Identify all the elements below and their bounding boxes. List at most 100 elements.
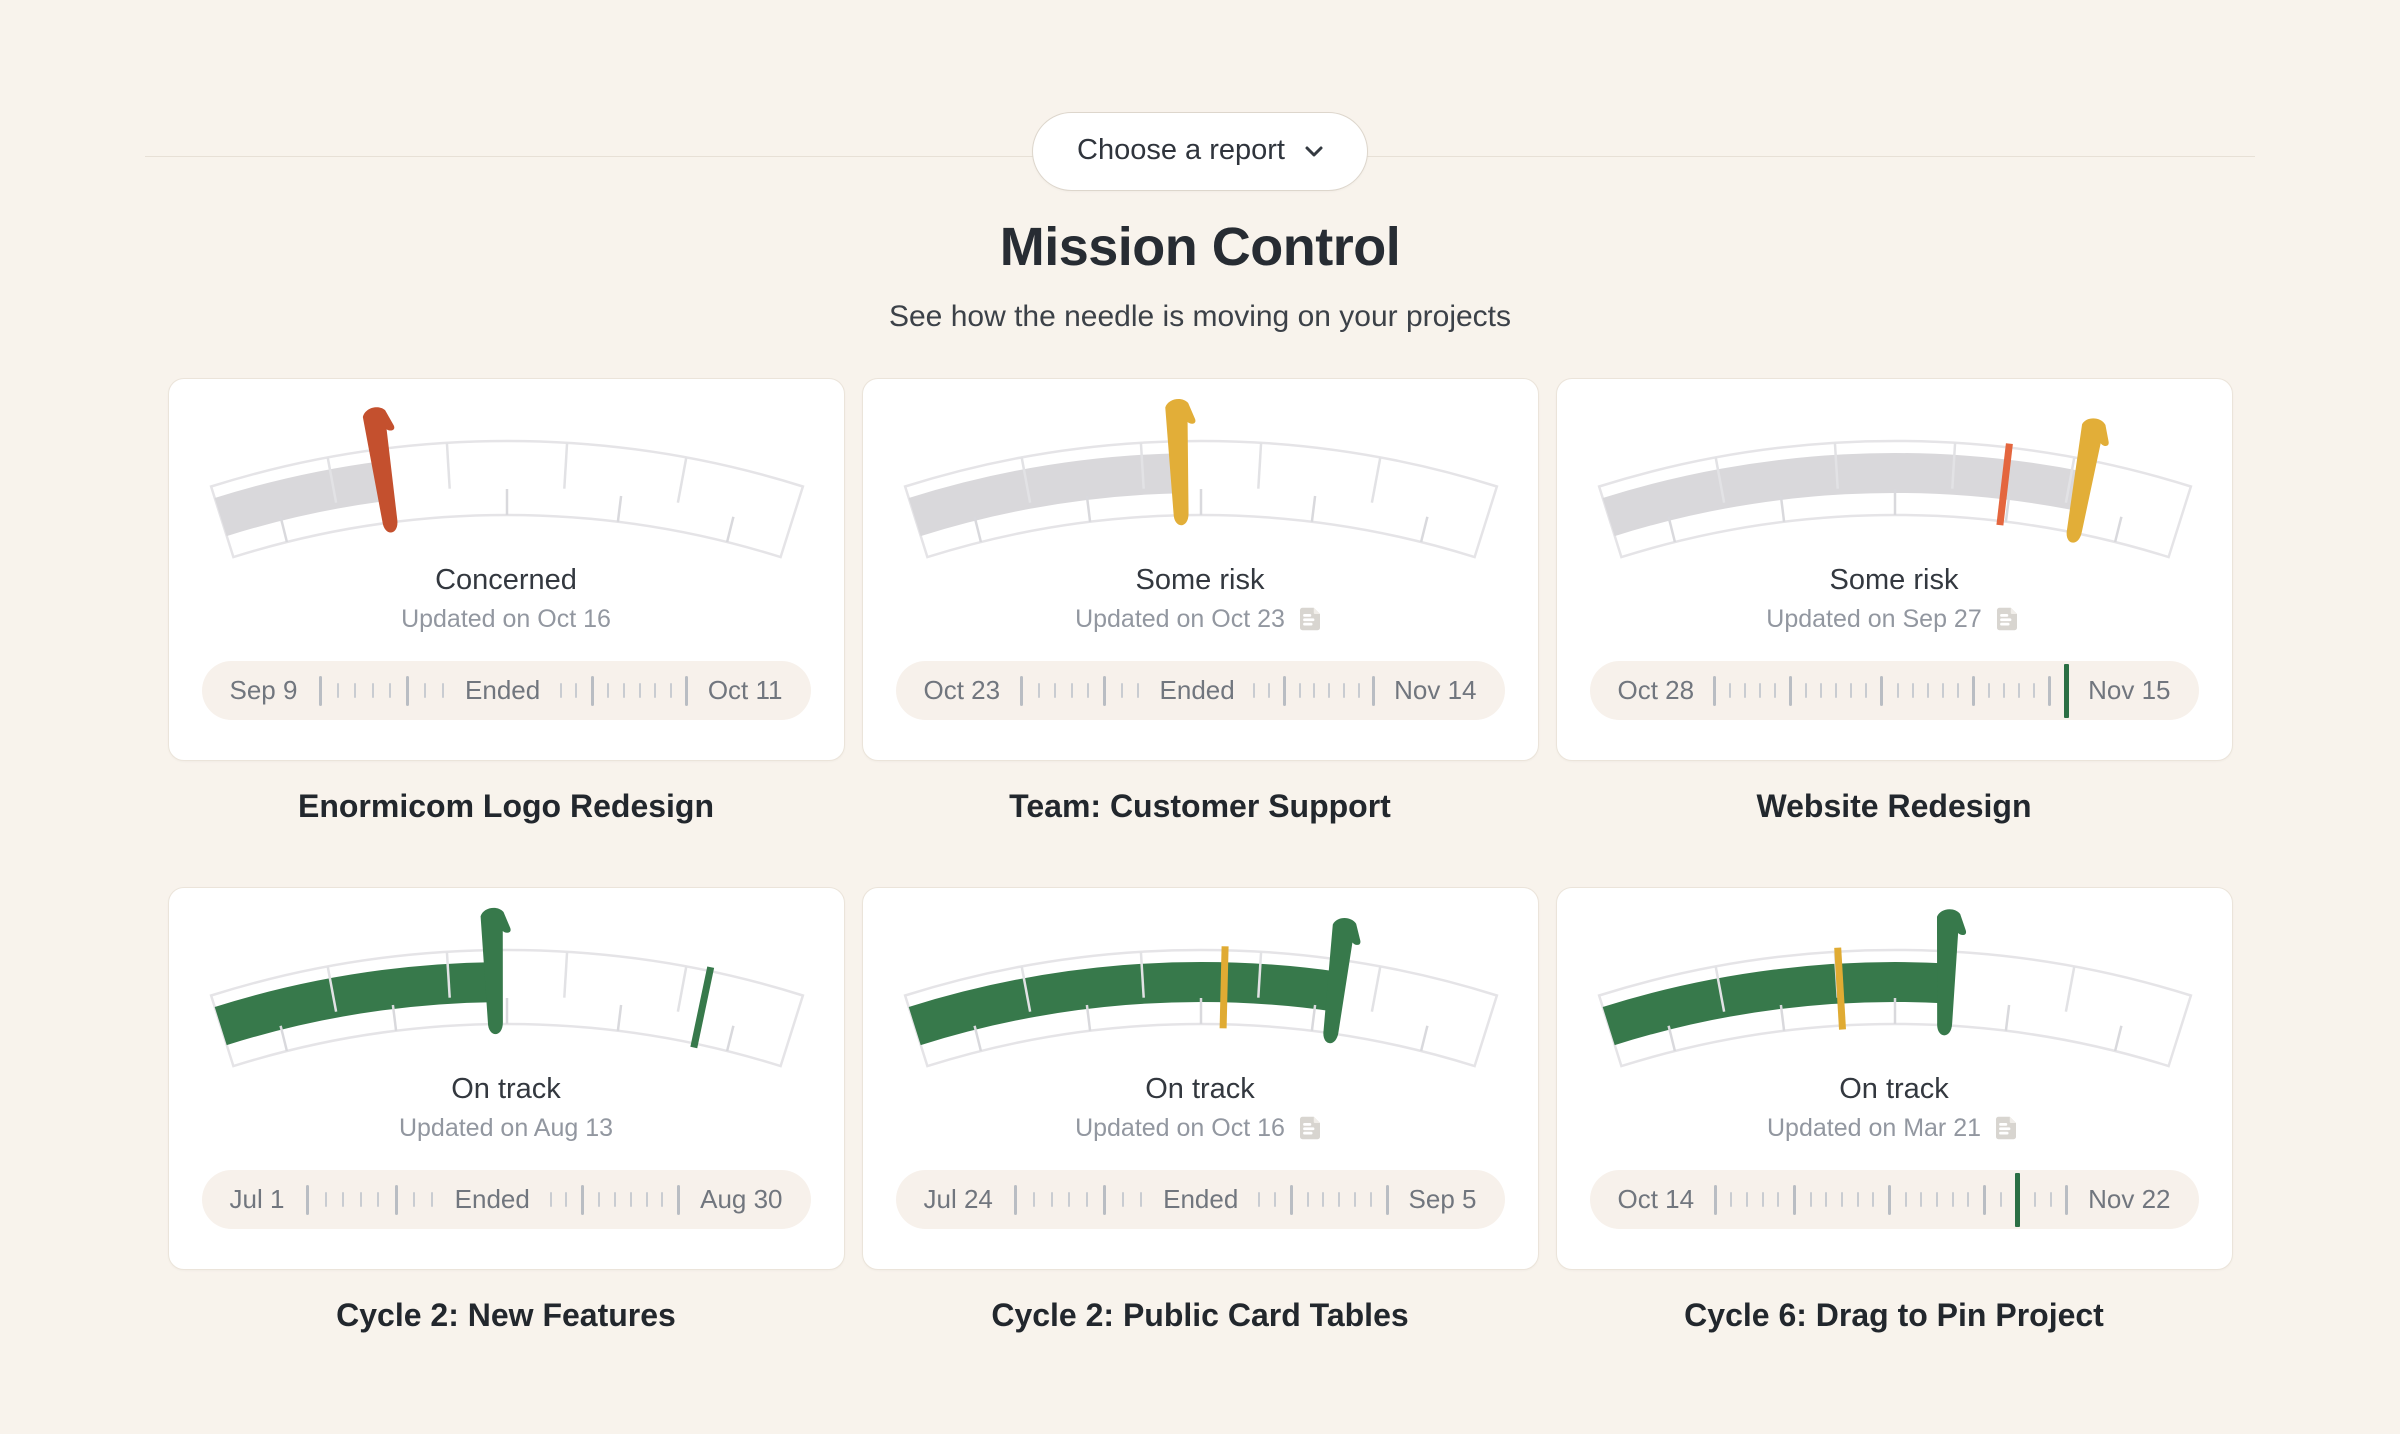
note-icon[interactable] [1295, 604, 1325, 634]
timeline-tick-minor [1068, 1192, 1071, 1207]
updated-row: Updated on Oct 16 [891, 1111, 1510, 1145]
timeline-ticks [546, 661, 702, 720]
updated-row: Updated on Sep 27 [1585, 602, 2204, 636]
timeline: Jul 1 Ended Aug 30 [201, 1170, 811, 1229]
project-grid: Concerned Updated on Oct 16 Sep 9 Ended Oct … [0, 378, 2400, 1334]
timeline-end-date: Aug 30 [700, 1184, 783, 1214]
project-title[interactable]: Team: Customer Support [1009, 788, 1391, 824]
timeline-tick-major [1103, 1184, 1107, 1215]
timeline-tick-minor [1037, 683, 1040, 698]
gauge-tick-major [1713, 966, 1725, 1012]
timeline-tick-major [1887, 1184, 1891, 1215]
project-cell: On track Updated on Oct 16 Jul 24 Ended Sep … [861, 887, 1539, 1334]
gauge-tick-major [445, 951, 451, 998]
note-icon[interactable] [1991, 1113, 2021, 1143]
timeline-today-marker [2015, 1172, 2021, 1227]
project-card[interactable]: On track Updated on Aug 13 Jul 1 Ended Aug 3… [167, 887, 845, 1270]
timeline-end-date: Sep 5 [1408, 1184, 1477, 1214]
project-card[interactable]: Some risk Updated on Sep 27 Oct 28 Nov 15 [1555, 378, 2233, 761]
timeline-ticks [1700, 1170, 2082, 1229]
timeline-ticks [1700, 661, 2082, 720]
note-icon[interactable] [1992, 604, 2022, 634]
timeline-tick-minor [1137, 683, 1140, 698]
gauge-tick-minor [1419, 516, 1429, 543]
project-cell: On track Updated on Mar 21 Oct 14 Nov 22 Cyc… [1555, 887, 2233, 1334]
timeline-tick-minor [1369, 1192, 1372, 1207]
timeline: Sep 9 Ended Oct 11 [201, 661, 811, 720]
status-gauge [903, 399, 1498, 559]
timeline-tick-major [685, 675, 689, 706]
timeline-tick-major [1880, 675, 1884, 706]
timeline-tick-minor [607, 683, 610, 698]
gauge-marker [689, 966, 714, 1049]
note-icon[interactable] [1295, 1113, 1325, 1143]
project-title[interactable]: Enormicom Logo Redesign [297, 788, 715, 824]
timeline-tick-minor [1987, 683, 1990, 698]
timeline: Oct 14 Nov 22 [1589, 1170, 2199, 1229]
timeline-ticks [1006, 661, 1153, 720]
timeline-end-date: Nov 22 [2088, 1184, 2171, 1214]
updated-row: Updated on Oct 23 [891, 602, 1510, 636]
timeline-tick-minor [371, 683, 374, 698]
timeline-tick-minor [1835, 683, 1838, 698]
timeline-tick-minor [1777, 1192, 1780, 1207]
timeline-ticks [1241, 661, 1388, 720]
gauge-tick-minor [1666, 1025, 1676, 1052]
project-title[interactable]: Cycle 2: Public Card Tables [991, 1297, 1409, 1333]
gauge-progress [908, 961, 1340, 1046]
gauge-tick-minor [616, 495, 622, 522]
project-card[interactable]: On track Updated on Oct 16 Jul 24 Ended Sep … [861, 887, 1539, 1270]
timeline-tick-minor [565, 1192, 568, 1207]
timeline-tick-minor [1033, 1192, 1036, 1207]
gauge-tick-major [562, 442, 568, 489]
timeline-tick-major [318, 675, 322, 706]
timeline: Oct 28 Nov 15 [1589, 661, 2199, 720]
updated-row: Updated on Mar 21 [1585, 1111, 2204, 1145]
timeline-ticks [303, 661, 459, 720]
timeline-tick-minor [645, 1192, 648, 1207]
gauge-tick-minor [1310, 1004, 1316, 1031]
timeline-ended-label: Ended [1159, 675, 1235, 705]
timeline-ended-label: Ended [1163, 1184, 1239, 1214]
gauge-tick-minor [1085, 495, 1091, 522]
timeline-tick-minor [638, 683, 641, 698]
project-card[interactable]: Some risk Updated on Oct 23 Oct 23 Ended Nov… [861, 378, 1539, 761]
project-cell: Some risk Updated on Oct 23 Oct 23 Ended Nov… [861, 378, 1539, 825]
header: Choose a report [0, 0, 2400, 200]
status-label: Some risk [1829, 564, 1959, 596]
timeline-tick-minor [1328, 683, 1331, 698]
timeline-start-date: Oct 28 [1617, 675, 1695, 705]
gauge-tick-major [325, 966, 337, 1012]
gauge-tick-minor [1779, 1004, 1785, 1031]
gauge-progress [214, 962, 496, 1046]
timeline-tick-minor [1926, 683, 1929, 698]
timeline-tick-minor [1086, 683, 1089, 698]
timeline-tick-minor [1306, 1192, 1309, 1207]
choose-report-button[interactable]: Choose a report [1032, 112, 1368, 191]
timeline-tick-major [677, 1184, 681, 1215]
timeline-tick-major [1982, 1184, 1986, 1215]
timeline-ticks [290, 1170, 448, 1229]
project-title[interactable]: Cycle 2: New Features [336, 1297, 676, 1333]
timeline-start-date: Oct 23 [923, 675, 1001, 705]
timeline-tick-minor [2017, 683, 2020, 698]
timeline-tick-minor [377, 1192, 380, 1207]
timeline-tick-minor [1729, 683, 1732, 698]
project-card[interactable]: On track Updated on Mar 21 Oct 14 Nov 22 [1555, 887, 2233, 1270]
updated-text: Updated on Sep 27 [1766, 605, 1982, 633]
project-card[interactable]: Concerned Updated on Oct 16 Sep 9 Ended Oct … [167, 378, 845, 761]
project-title[interactable]: Cycle 6: Drag to Pin Project [1684, 1297, 2104, 1333]
timeline-tick-minor [1941, 683, 1944, 698]
timeline-tick-major [2047, 675, 2051, 706]
timeline-ticks [536, 1170, 694, 1229]
choose-report-label: Choose a report [1077, 134, 1285, 166]
timeline-tick-minor [1850, 683, 1853, 698]
timeline-tick-minor [1730, 1192, 1733, 1207]
project-title[interactable]: Website Redesign [1756, 788, 2032, 824]
timeline-tick-major [1713, 675, 1717, 706]
gauge-marker [1219, 946, 1229, 1029]
timeline-tick-minor [337, 683, 340, 698]
timeline-ticks [999, 1170, 1157, 1229]
timeline-tick-minor [1865, 683, 1868, 698]
timeline-tick-minor [2033, 1192, 2036, 1207]
